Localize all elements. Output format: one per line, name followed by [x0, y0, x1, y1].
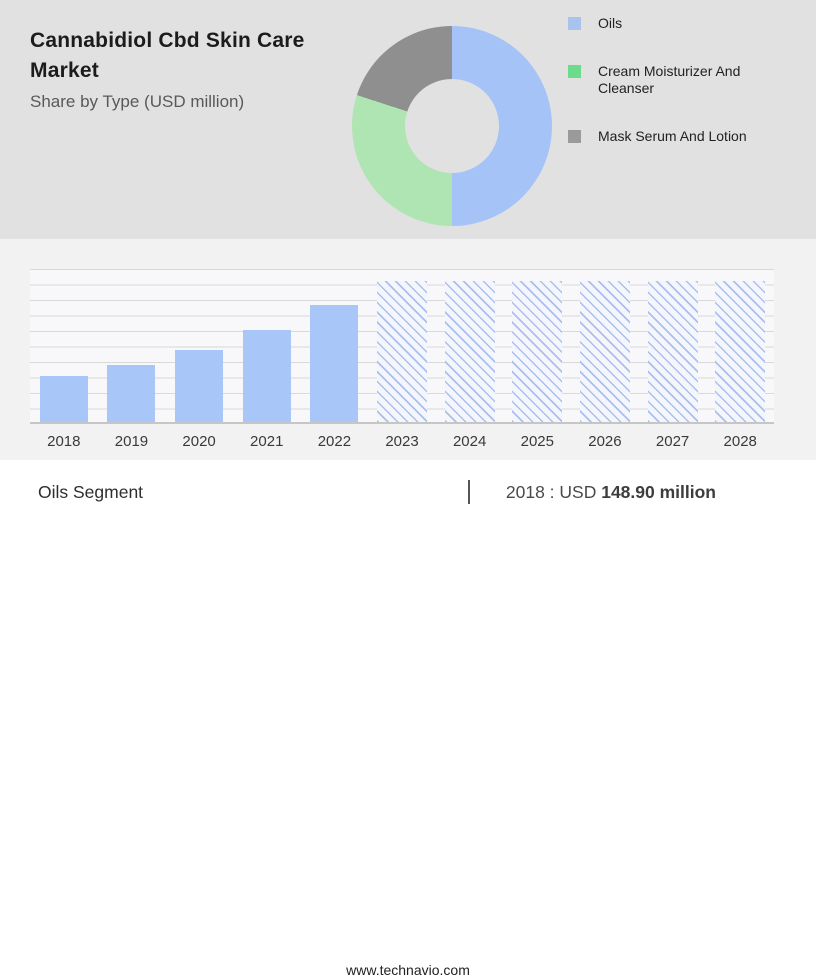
- x-axis-labels: 2018 2019 2020 2021 2022 2023 2024 2025 2026 2027…: [30, 433, 774, 455]
- legend-item: Mask Serum And Lotion: [568, 128, 778, 145]
- segment-value-prefix: 2018 : USD: [505, 481, 597, 502]
- legend-swatch-icon: [568, 65, 581, 78]
- segment-value: 2018 : USD 148.90 million: [506, 482, 716, 503]
- x-axis-tick-label: 2026: [588, 433, 622, 450]
- x-axis-tick-label: 2022: [317, 433, 352, 450]
- bar-plot: [30, 269, 774, 424]
- donut-chart-wrap: [352, 26, 552, 226]
- value-bar: [175, 350, 224, 422]
- x-axis-tick-label: 2027: [655, 433, 690, 450]
- forecast-bar: [647, 281, 698, 422]
- value-bar: [242, 330, 291, 422]
- forecast-bar: [444, 281, 495, 422]
- x-axis-tick-label: 2024: [452, 433, 487, 450]
- x-axis-tick-label: 2020: [182, 433, 216, 450]
- bar-slot: [571, 269, 639, 422]
- bar-chart-section: 2018 2019 2020 2021 2022 2023 2024 2025 2026 2027…: [0, 239, 816, 460]
- bar-slot: [368, 269, 436, 422]
- x-axis-tick-label: 2023: [385, 433, 419, 450]
- x-axis-tick-label: 2021: [250, 433, 284, 450]
- segment-value-bold: 148.90 million: [601, 481, 716, 502]
- footer-row: Oils Segment 2018 : USD 148.90 million: [0, 460, 816, 504]
- legend-item: Oils: [568, 15, 778, 32]
- bar-slot: [233, 269, 301, 422]
- value-bar: [310, 305, 359, 422]
- website-url: www.technavio.com: [346, 962, 470, 978]
- page-subtitle: Share by Type (USD million): [30, 92, 245, 111]
- segment-label: Oils Segment: [38, 481, 144, 502]
- donut-legend: Oils Cream Moisturizer And Cleanser Mask S…: [568, 15, 778, 145]
- legend-label: Mask Serum And Lotion: [598, 128, 747, 144]
- page-title: Cannabidiol Cbd Skin Care Market: [30, 29, 305, 82]
- forecast-bar: [512, 281, 563, 422]
- bar-slot: [301, 269, 369, 422]
- legend-label: Cream Moisturizer And Cleanser: [598, 63, 741, 96]
- value-bar: [39, 376, 88, 422]
- title-block: Cannabidiol Cbd Skin Care Market Share b…: [30, 26, 340, 112]
- bar-slot: [436, 269, 504, 422]
- donut-section: Cannabidiol Cbd Skin Care Market Share b…: [0, 0, 816, 239]
- bar-slot: [503, 269, 571, 422]
- x-axis-tick-label: 2025: [520, 433, 554, 450]
- bar-slot: [30, 269, 98, 422]
- x-axis-tick-label: 2019: [114, 433, 149, 450]
- bar-slot: [165, 269, 233, 422]
- forecast-bar: [377, 281, 428, 422]
- donut-hole: [405, 79, 499, 173]
- forecast-bar: [579, 281, 630, 422]
- legend-swatch-icon: [568, 17, 581, 30]
- x-axis-tick-label: 2018: [47, 433, 81, 450]
- bar-slot: [98, 269, 166, 422]
- x-axis-tick-label: 2028: [723, 433, 757, 450]
- bar-slot: [639, 269, 707, 422]
- legend-label: Oils: [598, 15, 623, 31]
- value-bar: [107, 365, 156, 422]
- footer-divider: [467, 480, 470, 504]
- legend-item: Cream Moisturizer And Cleanser: [568, 63, 778, 97]
- footer-section: Oils Segment 2018 : USD 148.90 million w…: [0, 460, 816, 978]
- bar-slot: [706, 269, 774, 422]
- forecast-bar: [715, 281, 766, 422]
- legend-swatch-icon: [568, 130, 581, 143]
